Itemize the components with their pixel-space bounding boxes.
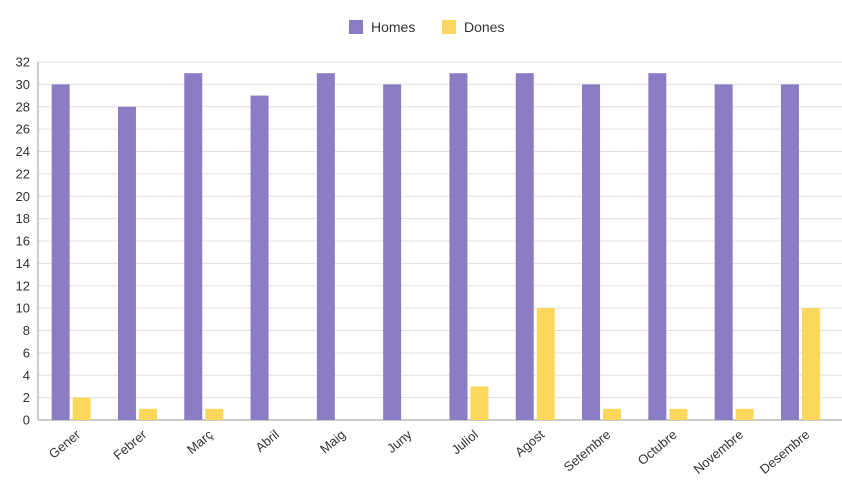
bar-homes-gener (51, 84, 70, 420)
y-tick-label: 14 (16, 256, 30, 271)
bar-dones-gener (72, 397, 91, 420)
x-tick-label: Maig (317, 427, 348, 457)
x-tick-label: Agost (512, 427, 547, 460)
bar-dones-agost (536, 308, 555, 420)
bar-homes-setembre (582, 84, 601, 420)
bar-homes-desembre (780, 84, 799, 420)
x-tick-label: Juliol (449, 427, 481, 458)
legend: Homes Dones (349, 19, 504, 35)
bar-dones-juliol (470, 386, 489, 420)
y-tick-label: 20 (16, 189, 30, 204)
bar-dones-desembre (801, 308, 820, 420)
y-tick-label: 6 (23, 345, 30, 360)
legend-swatch-dones (442, 20, 456, 34)
x-tick-label: Setembre (561, 427, 614, 475)
gridlines (38, 61, 842, 421)
bar-homes-juny (383, 84, 402, 420)
y-tick-label: 0 (23, 413, 30, 428)
bar-homes-octubre (648, 73, 667, 420)
y-tick-label: 4 (23, 368, 30, 383)
axes (37, 62, 842, 421)
bar-dones-febrer (138, 408, 157, 420)
x-tick-label: Febrer (110, 426, 149, 463)
y-tick-label: 24 (16, 144, 30, 159)
bar-homes-març (184, 73, 203, 420)
y-tick-label: 28 (16, 99, 30, 114)
y-tick-label: 32 (16, 55, 30, 70)
y-tick-label: 2 (23, 390, 30, 405)
legend-label-dones: Dones (464, 19, 504, 35)
legend-label-homes: Homes (371, 19, 415, 35)
x-tick-label: Gener (46, 426, 84, 461)
y-tick-label: 16 (16, 234, 30, 249)
y-tick-label: 8 (23, 323, 30, 338)
bar-homes-maig (316, 73, 335, 420)
y-tick-label: 26 (16, 122, 30, 137)
x-tick-label: Novembre (690, 427, 746, 477)
bars (51, 73, 820, 420)
x-tick-label: Octubre (635, 427, 680, 468)
bar-dones-març (205, 408, 224, 420)
y-tick-label: 30 (16, 77, 30, 92)
x-tick-label: Abril (252, 427, 282, 455)
bar-dones-setembre (603, 408, 622, 420)
bar-homes-agost (515, 73, 534, 420)
bar-homes-febrer (117, 106, 136, 420)
y-tick-label: 22 (16, 166, 30, 181)
y-tick-label: 18 (16, 211, 30, 226)
legend-swatch-homes (349, 20, 363, 34)
x-tick-label: Juny (384, 426, 415, 455)
x-tick-labels: Gener Febrer Març Abril Maig Juny Juliol Agost S… (46, 426, 813, 476)
bar-dones-octubre (669, 408, 688, 420)
x-tick-label: Desembre (757, 427, 813, 477)
x-tick-label: Març (184, 426, 216, 456)
bar-homes-abril (250, 95, 269, 420)
bar-dones-novembre (735, 408, 754, 420)
y-tick-label: 10 (16, 301, 30, 316)
y-tick-label: 12 (16, 278, 30, 293)
bar-homes-novembre (714, 84, 733, 420)
bar-homes-juliol (449, 73, 468, 420)
